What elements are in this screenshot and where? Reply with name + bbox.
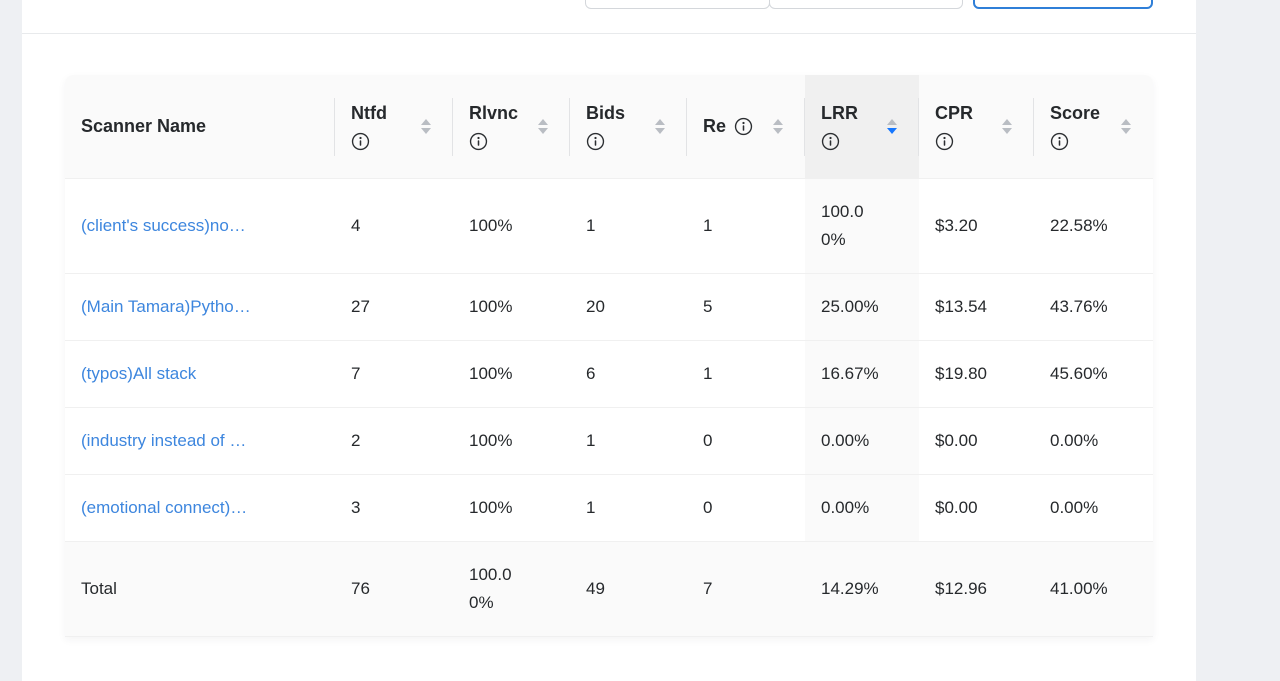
header-row: Scanner Name Ntfd — [65, 75, 1153, 179]
lrr-cell: 16.67% — [805, 341, 919, 408]
rlvnc-cell: 100% — [453, 408, 570, 475]
score-cell: 45.60% — [1034, 341, 1153, 408]
table-row: (industry instead of … 2 100% 1 0 0.00% … — [65, 408, 1153, 475]
scanner-link[interactable]: (client's success)no… — [81, 216, 246, 235]
info-circle-icon[interactable] — [586, 132, 605, 151]
bids-cell: 1 — [570, 475, 687, 542]
bids-cell: 1 — [570, 408, 687, 475]
top-toolbar — [22, 0, 1196, 34]
info-circle-icon[interactable] — [821, 132, 840, 151]
column-title: CPR — [935, 102, 974, 123]
table-row: (typos)All stack 7 100% 6 1 16.67% $19.8… — [65, 341, 1153, 408]
scanner-stats-table: Scanner Name Ntfd — [65, 75, 1153, 637]
ntfd-cell: 3 — [335, 475, 453, 542]
info-circle-icon[interactable] — [469, 132, 488, 151]
column-header-rlvnc[interactable]: Rlvnc — [453, 75, 570, 179]
column-header-ntfd[interactable]: Ntfd — [335, 75, 453, 179]
bids-cell: 6 — [570, 341, 687, 408]
sort-carets-icon — [538, 119, 548, 134]
lrr-cell: 0.00% — [805, 475, 919, 542]
cpr-cell: $0.00 — [919, 408, 1034, 475]
re-cell: 5 — [687, 274, 805, 341]
ntfd-cell: 2 — [335, 408, 453, 475]
column-title: LRR — [821, 102, 858, 123]
column-header-lrr[interactable]: LRR — [805, 75, 919, 179]
re-cell: 1 — [687, 341, 805, 408]
cpr-cell: $0.00 — [919, 475, 1034, 542]
info-circle-icon[interactable] — [351, 132, 370, 151]
column-header-score[interactable]: Score — [1034, 75, 1153, 179]
total-row: Total 76 100.00% 49 7 14.29% $12.96 41.0… — [65, 542, 1153, 637]
scanner-name-cell: (typos)All stack — [65, 341, 335, 408]
sort-carets-icon — [773, 119, 783, 134]
scanner-name-cell: (Main Tamara)Pytho… — [65, 274, 335, 341]
bids-cell: 20 — [570, 274, 687, 341]
re-cell: 0 — [687, 408, 805, 475]
lrr-cell: 25.00% — [805, 274, 919, 341]
column-title: Rlvnc — [469, 102, 519, 123]
info-circle-icon[interactable] — [1050, 132, 1069, 151]
re-cell: 0 — [687, 475, 805, 542]
scanner-name-cell: (emotional connect)… — [65, 475, 335, 542]
lrr-cell: 0.00% — [805, 408, 919, 475]
scanner-link[interactable]: (Main Tamara)Pytho… — [81, 297, 251, 316]
total-score: 41.00% — [1034, 542, 1153, 637]
sort-carets-icon — [1121, 119, 1131, 134]
column-title: Score — [1050, 102, 1101, 123]
scanner-link[interactable]: (typos)All stack — [81, 364, 197, 383]
rlvnc-cell: 100% — [453, 274, 570, 341]
info-circle-icon[interactable] — [734, 117, 753, 136]
total-bids: 49 — [570, 542, 687, 637]
cpr-cell: $13.54 — [919, 274, 1034, 341]
sort-carets-icon — [1002, 119, 1012, 134]
column-header-cpr[interactable]: CPR — [919, 75, 1034, 179]
table-row: (client's success)no… 4 100% 1 1 100.00%… — [65, 179, 1153, 274]
total-ntfd: 76 — [335, 542, 453, 637]
score-cell: 0.00% — [1034, 408, 1153, 475]
scanner-name-cell: (client's success)no… — [65, 179, 335, 274]
primary-action-button[interactable] — [973, 0, 1153, 9]
total-label: Total — [65, 542, 335, 637]
total-rlvnc: 100.00% — [453, 542, 570, 637]
score-cell: 0.00% — [1034, 475, 1153, 542]
table-row: (Main Tamara)Pytho… 27 100% 20 5 25.00% … — [65, 274, 1153, 341]
ntfd-cell: 4 — [335, 179, 453, 274]
rlvnc-cell: 100% — [453, 475, 570, 542]
ntfd-cell: 7 — [335, 341, 453, 408]
scanner-link[interactable]: (industry instead of … — [81, 431, 247, 450]
rlvnc-cell: 100% — [453, 179, 570, 274]
score-cell: 22.58% — [1034, 179, 1153, 274]
sort-carets-icon — [655, 119, 665, 134]
table-row: (emotional connect)… 3 100% 1 0 0.00% $0… — [65, 475, 1153, 542]
scanner-name-cell: (industry instead of … — [65, 408, 335, 475]
column-title: Scanner Name — [81, 116, 207, 136]
column-title: Re — [703, 116, 727, 136]
rlvnc-cell: 100% — [453, 341, 570, 408]
ntfd-cell: 27 — [335, 274, 453, 341]
cpr-cell: $19.80 — [919, 341, 1034, 408]
sort-carets-icon — [421, 119, 431, 134]
score-cell: 43.76% — [1034, 274, 1153, 341]
re-cell: 1 — [687, 179, 805, 274]
column-header-scanner-name: Scanner Name — [65, 75, 335, 179]
cpr-cell: $3.20 — [919, 179, 1034, 274]
lrr-cell: 100.00% — [805, 179, 919, 274]
filter-input-1[interactable] — [585, 0, 770, 9]
column-header-re[interactable]: Re — [687, 75, 805, 179]
info-circle-icon[interactable] — [935, 132, 954, 151]
total-re: 7 — [687, 542, 805, 637]
column-title: Ntfd — [351, 102, 387, 123]
column-header-bids[interactable]: Bids — [570, 75, 687, 179]
sort-carets-icon — [887, 119, 897, 134]
total-cpr: $12.96 — [919, 542, 1034, 637]
scanner-link[interactable]: (emotional connect)… — [81, 498, 248, 517]
total-lrr: 14.29% — [805, 542, 919, 637]
bids-cell: 1 — [570, 179, 687, 274]
filter-input-2[interactable] — [769, 0, 963, 9]
content-card: Scanner Name Ntfd — [22, 0, 1196, 681]
column-title: Bids — [586, 102, 626, 123]
